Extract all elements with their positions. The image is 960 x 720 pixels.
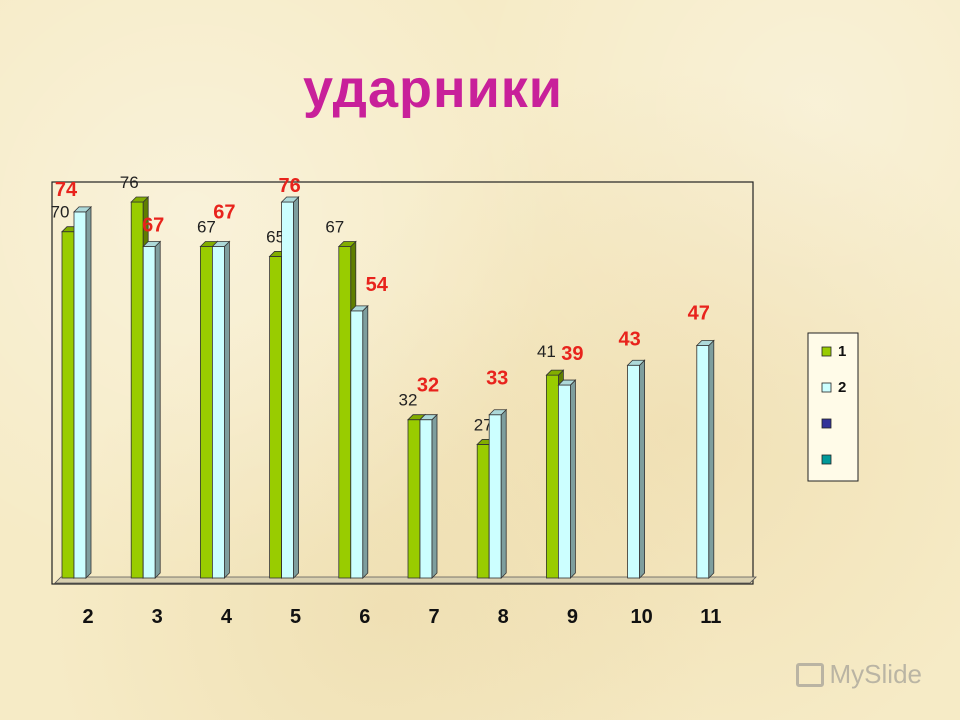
bar-side	[500, 408, 507, 579]
bar-top	[557, 379, 577, 386]
bar-side	[362, 304, 369, 579]
bar-side	[708, 339, 715, 579]
legend-swatch	[821, 418, 832, 429]
data-label: 65	[266, 227, 285, 246]
bar-side	[293, 196, 300, 579]
x-tick-label: 3	[152, 606, 163, 628]
data-label: 67	[213, 202, 235, 224]
data-label: 33	[486, 368, 508, 390]
data-label: 67	[197, 218, 216, 237]
legend-swatch	[821, 346, 832, 357]
watermark-text: MySlide	[829, 659, 922, 689]
bar-side	[154, 240, 161, 579]
data-label: 70	[51, 203, 70, 222]
bar-side	[570, 379, 576, 579]
data-label: 43	[618, 328, 640, 350]
bar-top	[280, 196, 300, 203]
bar-s2	[73, 211, 87, 579]
legend-label: 2	[838, 379, 846, 396]
legend	[807, 332, 859, 482]
bar-top	[130, 196, 150, 203]
bar-side	[223, 240, 230, 579]
x-tick-label: 7	[428, 606, 439, 628]
data-label: 67	[142, 215, 164, 237]
bar-top	[626, 359, 646, 366]
chart-title: ударники	[302, 59, 564, 119]
bar-top	[337, 241, 357, 247]
bar-s2	[419, 419, 433, 579]
x-tick-label: 11	[700, 606, 721, 628]
bar-top	[488, 409, 508, 416]
bar-top	[349, 305, 369, 312]
legend-swatch	[821, 382, 832, 393]
bar-top	[73, 206, 92, 213]
bar-s2	[211, 246, 225, 579]
data-label: 74	[55, 179, 78, 201]
x-tick-label: 9	[567, 606, 578, 628]
bar-s2	[627, 364, 640, 579]
bar-s1	[407, 419, 421, 579]
x-tick-label: 8	[498, 606, 509, 628]
bar-s1	[476, 444, 490, 579]
bar-top	[695, 340, 715, 346]
plot-area	[51, 181, 754, 585]
data-label: 39	[561, 343, 583, 365]
bar-s1	[199, 246, 213, 579]
x-tick-label: 2	[82, 606, 93, 628]
bar-s1	[338, 246, 352, 579]
data-label: 76	[120, 173, 139, 192]
data-label: 32	[417, 375, 439, 397]
bar-top	[142, 241, 162, 247]
bar-s2	[558, 384, 571, 579]
bar-s1	[269, 256, 283, 579]
data-label: 47	[688, 302, 710, 324]
data-label: 67	[325, 218, 344, 237]
data-label: 76	[278, 175, 300, 197]
bar-s2	[281, 201, 295, 579]
monitor-icon	[795, 662, 824, 687]
x-tick-label: 4	[221, 606, 233, 628]
bar-top	[545, 369, 565, 376]
data-label: 41	[537, 342, 556, 361]
legend-swatch	[821, 454, 832, 465]
bar-side	[431, 413, 438, 579]
bar-s1	[546, 374, 559, 579]
bar-s2	[488, 414, 502, 579]
chart-floor	[54, 576, 757, 584]
bar-s2	[142, 246, 156, 579]
x-tick-label: 10	[630, 606, 652, 628]
data-label: 27	[474, 415, 493, 434]
bar-side	[639, 359, 645, 579]
bar-top	[419, 414, 438, 421]
x-tick-label: 6	[359, 606, 370, 628]
data-label: 54	[366, 274, 389, 296]
bar-s2	[350, 310, 364, 579]
x-tick-label: 5	[290, 606, 301, 628]
legend-label: 1	[838, 343, 846, 360]
bar-s2	[696, 345, 710, 579]
bar-s1	[61, 231, 75, 579]
bar-side	[85, 205, 92, 579]
bar-s1	[130, 201, 144, 579]
data-label: 32	[399, 391, 418, 410]
watermark: MySlide	[795, 659, 922, 690]
bar-top	[211, 241, 231, 247]
